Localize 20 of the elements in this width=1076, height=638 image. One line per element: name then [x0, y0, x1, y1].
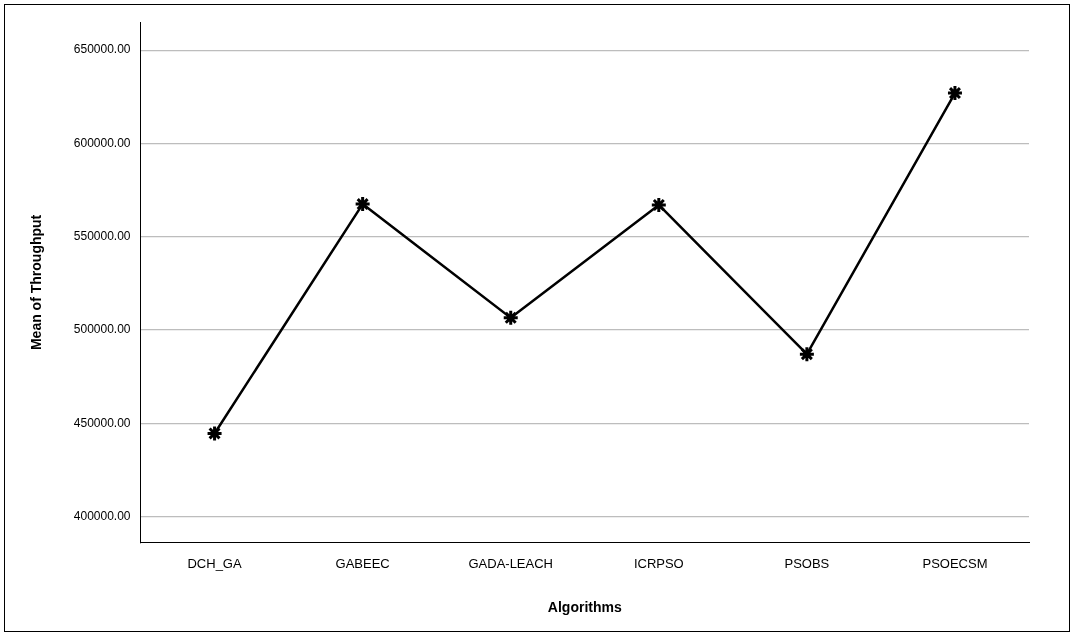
x-tick-label: DCH_GA: [187, 555, 242, 571]
x-tick-label: PSOECSM: [922, 555, 988, 571]
point: [354, 195, 372, 213]
y-tick-label: 550000.00: [73, 229, 131, 244]
point: [798, 345, 816, 363]
y-tick-label: 600000.00: [73, 135, 131, 150]
point: [502, 309, 520, 327]
y-axis-title: Mean of Throughput: [28, 214, 45, 351]
x-tick-label: ICRPSO: [633, 555, 684, 571]
x-tick-label: PSOBS: [784, 555, 830, 571]
point: [206, 424, 224, 442]
x-tick-label: GADA-LEACH: [468, 555, 553, 571]
y-tick-label: 650000.00: [73, 42, 131, 57]
point: [650, 196, 668, 214]
x-tick-label: GABEEC: [335, 555, 390, 571]
y-tick-label: 500000.00: [73, 322, 131, 337]
point: [946, 84, 964, 102]
x-axis-title: Algorithms: [547, 599, 622, 616]
y-tick-label: 400000.00: [73, 508, 131, 523]
y-tick-label: 450000.00: [73, 415, 131, 430]
